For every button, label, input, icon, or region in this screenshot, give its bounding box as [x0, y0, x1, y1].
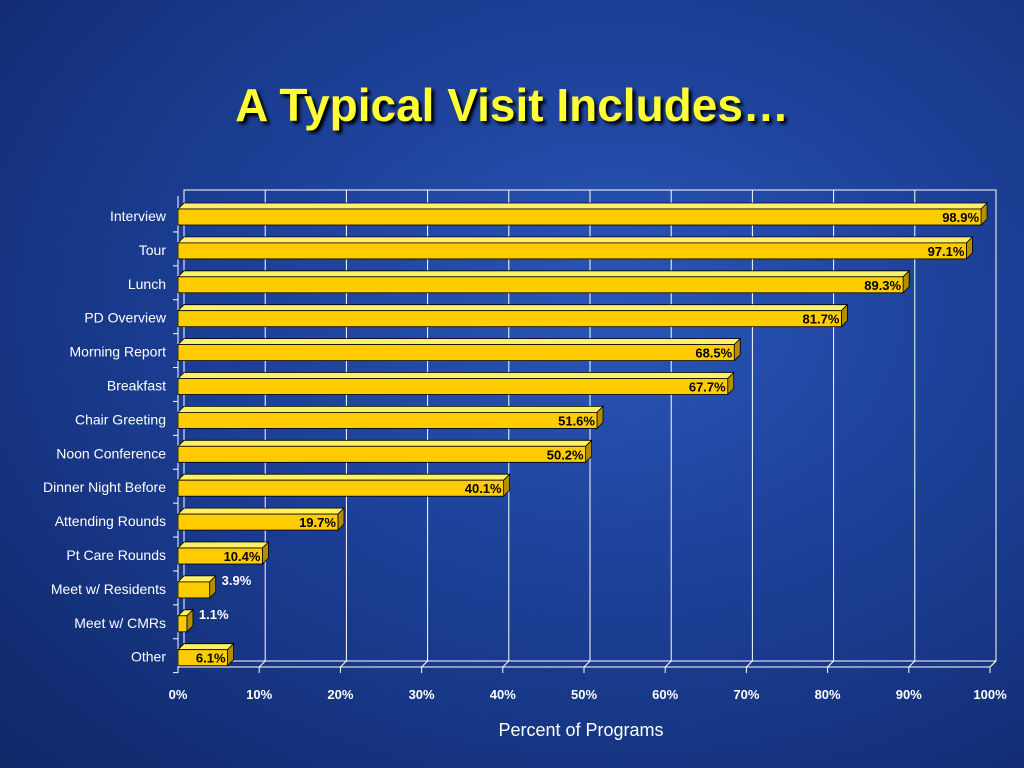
data-label: 40.1% [465, 481, 502, 496]
data-label: 81.7% [803, 312, 840, 327]
data-label: 3.9% [222, 573, 252, 588]
bar-top-face [177, 304, 849, 312]
category-label: Other [131, 649, 166, 665]
bar-top-face [177, 372, 735, 379]
floor-gridline [908, 660, 916, 668]
x-tick-label: 70% [733, 687, 759, 702]
x-tick-label: 10% [246, 687, 272, 702]
category-label: Meet w/ CMRs [74, 615, 166, 631]
bar-top-face [177, 270, 911, 278]
category-label: Tour [139, 242, 167, 258]
bar [177, 337, 742, 362]
bar-front-face [177, 513, 339, 531]
floor-gridline [746, 660, 753, 668]
bar-front-face [177, 242, 967, 260]
category-label: Interview [110, 208, 167, 224]
x-tick-label: 30% [409, 687, 435, 702]
bar [177, 235, 974, 260]
category-label: Attending Rounds [55, 513, 166, 529]
floor-gridline [827, 660, 834, 668]
bars-layer [177, 202, 989, 667]
chart-title: A Typical Visit Includes… [235, 79, 789, 131]
data-label: 97.1% [928, 244, 965, 259]
x-axis-title: Percent of Programs [498, 720, 663, 740]
category-label: Breakfast [107, 378, 166, 394]
bar [177, 642, 235, 667]
floor-gridline [421, 660, 428, 668]
bar [177, 574, 217, 599]
bar-front-face [177, 276, 904, 294]
x-tick-label: 40% [490, 687, 516, 702]
bar [177, 371, 735, 396]
data-label: 89.3% [864, 278, 901, 293]
bar-top-face [177, 439, 593, 447]
labels-layer: 0% 10% 20% 30% 40% 50% 60% 70% 80% 90% 100% Intervi… [43, 208, 1007, 702]
bar-front-face [177, 378, 729, 395]
bar-front-face [177, 649, 228, 667]
bar-front-face [177, 615, 188, 633]
bar-top-face [177, 507, 345, 515]
bar-front-face [177, 479, 505, 497]
data-label: 50.2% [547, 447, 584, 462]
bar [177, 269, 911, 294]
x-tick-label: 100% [973, 687, 1007, 702]
category-label: Lunch [128, 276, 166, 292]
bar-top-face [177, 236, 974, 244]
bar-top-face [177, 643, 235, 651]
floor-edge [989, 660, 997, 668]
x-tick-label: 20% [327, 687, 353, 702]
category-label: Meet w/ Residents [51, 581, 166, 597]
bar-top-face [177, 541, 270, 549]
bar [177, 202, 989, 226]
bar-front-face [177, 411, 598, 429]
bar-top-face [177, 338, 742, 346]
bar-front-face [177, 547, 263, 565]
category-label: Dinner Night Before [43, 479, 166, 495]
floor-gridline [502, 660, 510, 668]
x-tick-label: 80% [815, 687, 841, 702]
bar-top-face [177, 202, 989, 210]
x-tick-label: 50% [571, 687, 597, 702]
bar [177, 473, 511, 498]
bar [177, 439, 593, 464]
bar-front-face [177, 310, 842, 328]
bar-top-face [177, 405, 604, 413]
data-label: 1.1% [199, 607, 229, 622]
floor-gridline [258, 660, 266, 668]
bar [177, 608, 194, 633]
floor-gridline [664, 660, 672, 668]
floor-gridline [583, 660, 591, 668]
grid-layer [173, 189, 997, 674]
bar-front-face [177, 344, 735, 362]
x-tick-label: 60% [652, 687, 678, 702]
category-label: Pt Care Rounds [66, 547, 166, 563]
category-label: Chair Greeting [75, 411, 166, 427]
bar-front-face [177, 445, 587, 463]
category-label: Morning Report [70, 344, 167, 360]
bar [177, 303, 849, 328]
data-label: 19.7% [299, 515, 336, 530]
bar [177, 541, 270, 565]
category-label: PD Overview [84, 310, 167, 326]
bar-front-face [177, 581, 211, 599]
category-label: Noon Conference [56, 445, 166, 461]
data-label: 6.1% [196, 651, 226, 666]
data-label: 98.9% [942, 210, 979, 225]
bar [177, 405, 604, 430]
x-tick-label: 0% [169, 687, 188, 702]
bar-top-face [177, 473, 511, 481]
x-tick-label: 90% [896, 687, 922, 702]
bar-front-face [177, 208, 982, 226]
data-label: 10.4% [224, 549, 261, 564]
bar [177, 507, 345, 532]
floor-gridline [340, 660, 347, 668]
data-label: 68.5% [695, 346, 732, 361]
data-label: 67.7% [689, 380, 726, 395]
data-label: 51.6% [558, 413, 595, 428]
